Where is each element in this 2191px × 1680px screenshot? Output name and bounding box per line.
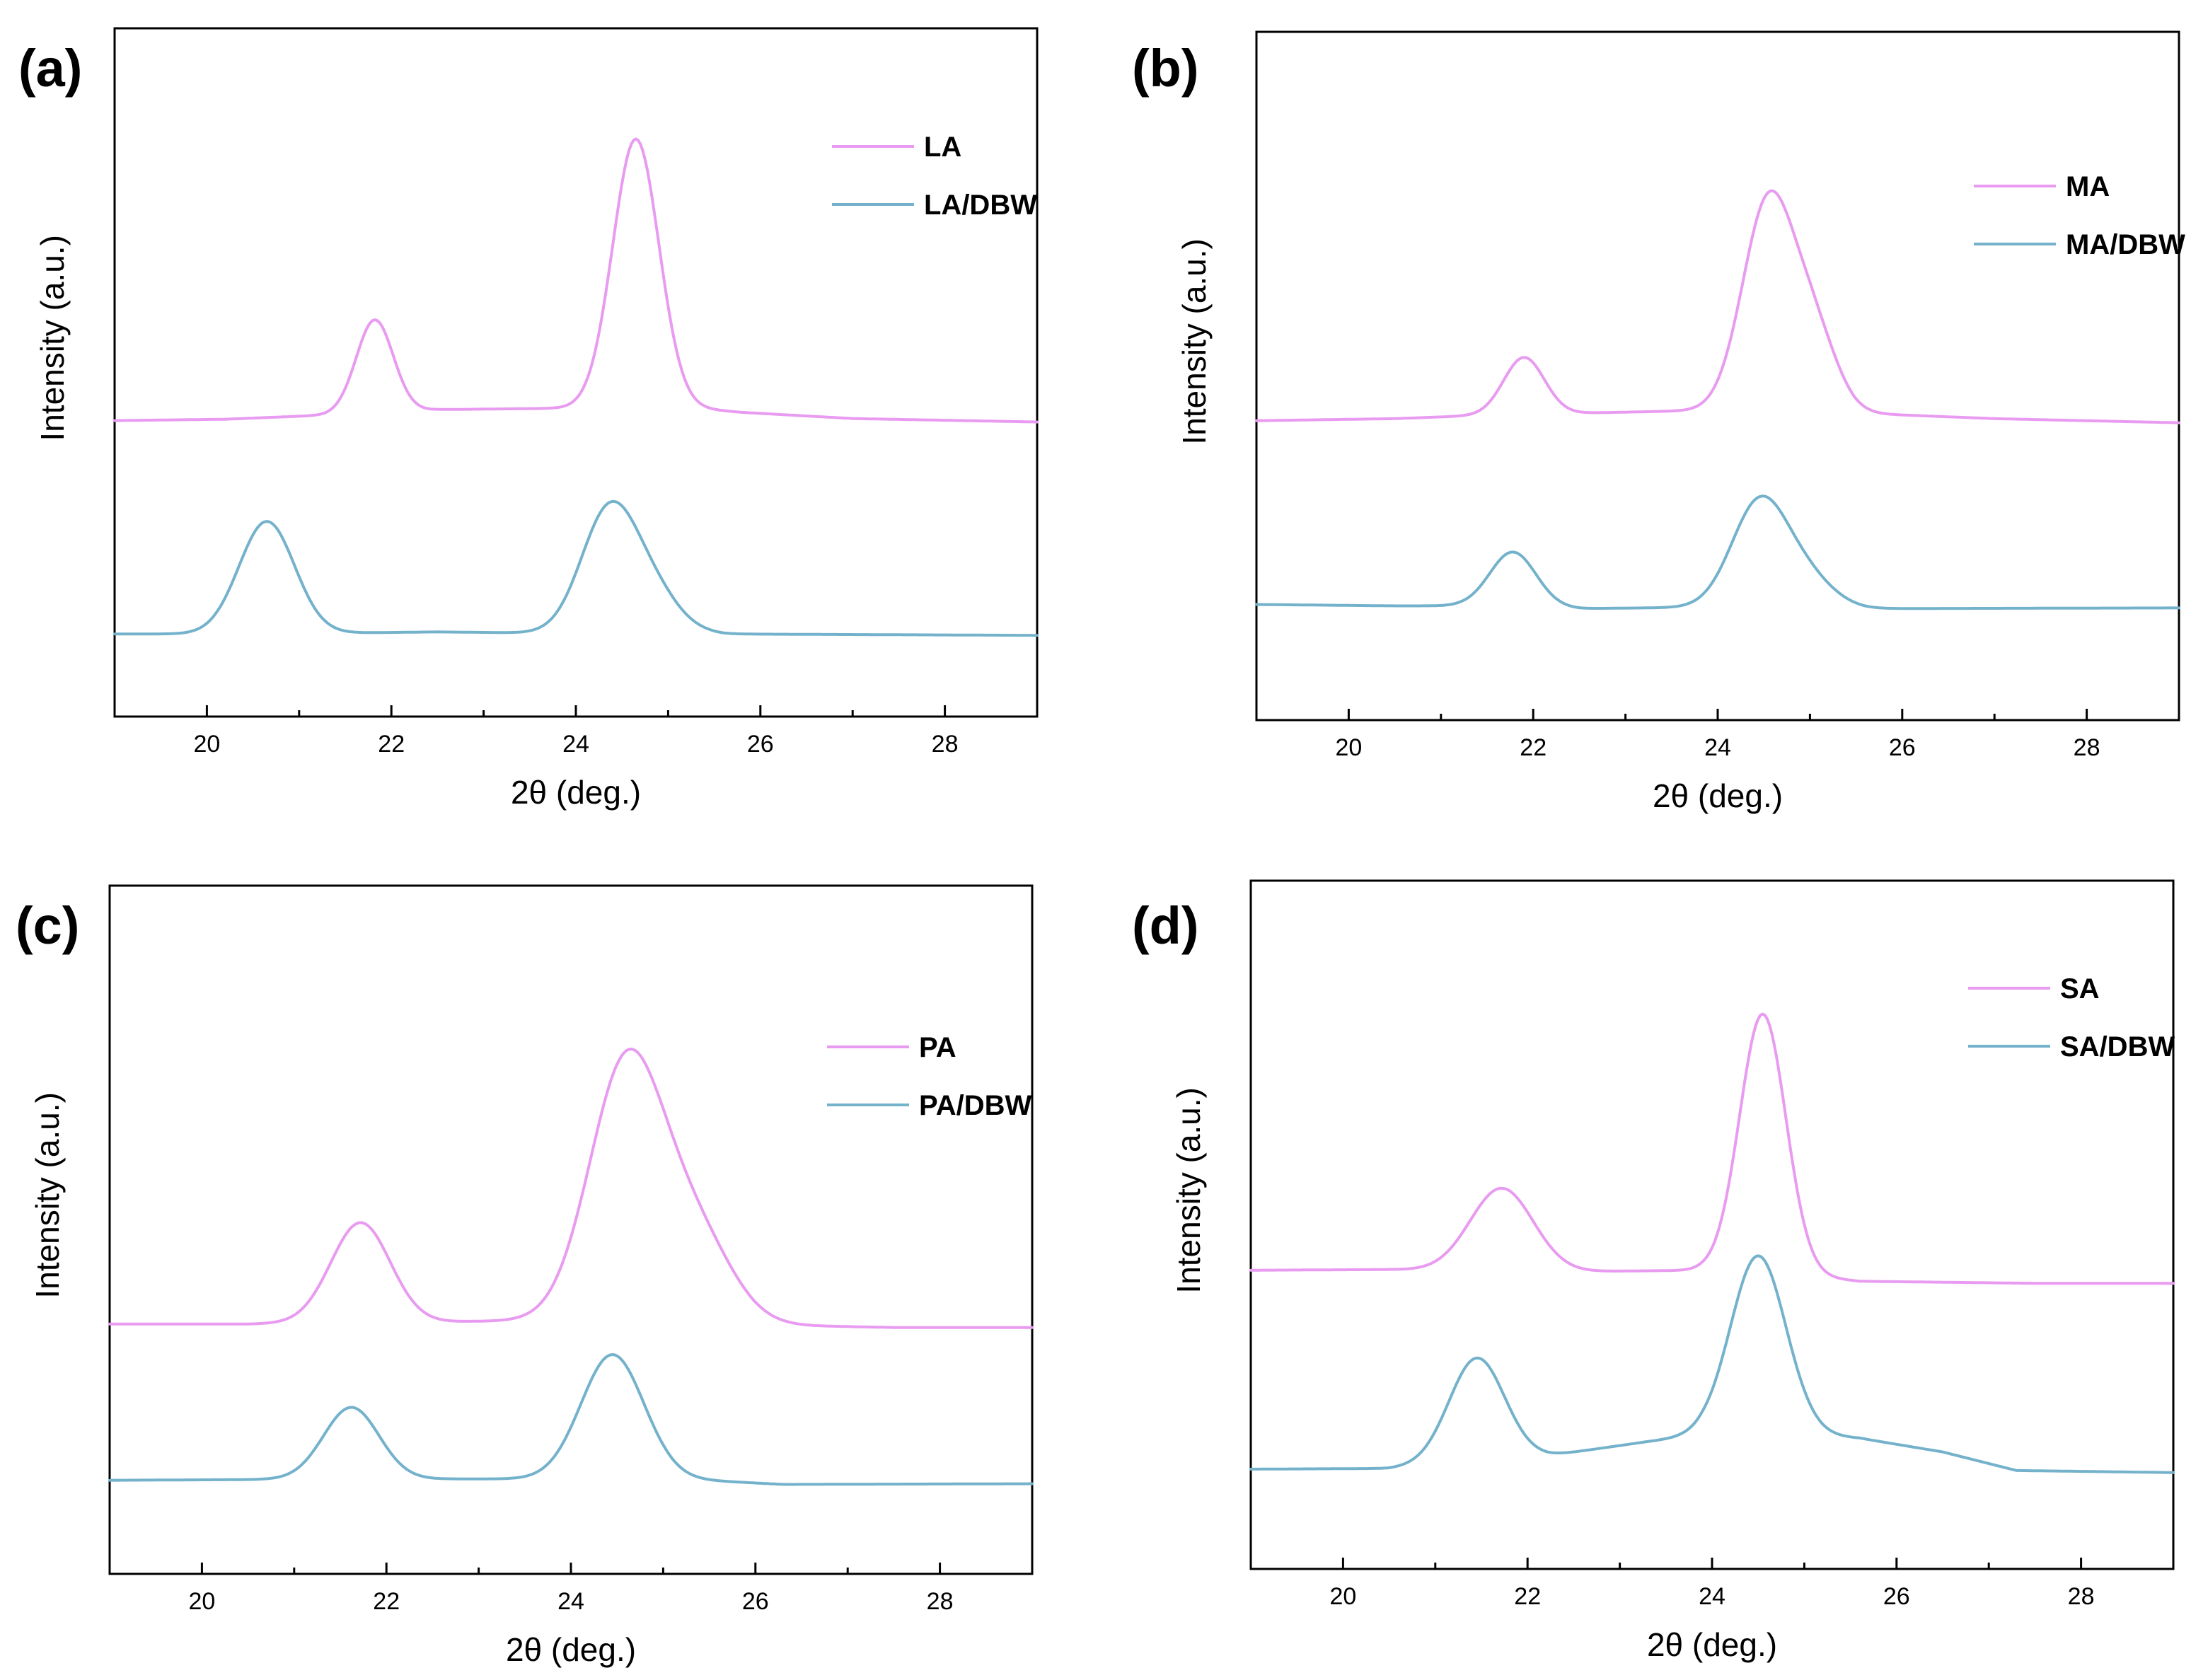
plot-frame	[113, 27, 1039, 718]
panel-label: (c)	[16, 896, 79, 955]
series-line-sa-dbw	[1249, 1254, 2175, 1474]
chart-panel-4: (d) 20 22 24 26 28 2θ (deg.) Intensity (a.u.) SA…	[1132, 879, 2175, 1663]
x-tick-label: 24	[1704, 734, 1731, 761]
series-line-pa-dbw	[108, 1353, 1034, 1486]
series-line-sa	[1249, 1012, 2175, 1285]
x-tick-label: 22	[373, 1588, 400, 1615]
x-tick-label: 22	[1514, 1583, 1541, 1610]
x-tick-label: 24	[1699, 1583, 1725, 1610]
legend-label: PA/DBW	[919, 1090, 1031, 1121]
plot-frame	[1255, 30, 2180, 722]
series-line-ma-dbw	[1255, 494, 2180, 610]
panel-label: (b)	[1132, 39, 1199, 98]
x-tick-label: 28	[927, 1588, 954, 1615]
legend-label: SA/DBW	[2060, 1031, 2175, 1062]
x-axis-label: 2θ (deg.)	[511, 774, 641, 811]
x-tick-label: 20	[1329, 1583, 1356, 1610]
x-tick-label: 26	[742, 1588, 769, 1615]
x-axis-label: 2θ (deg.)	[1647, 1626, 1777, 1663]
x-tick-label: 26	[1883, 1583, 1910, 1610]
x-tick-label: 24	[557, 1588, 584, 1615]
x-tick-label: 24	[562, 731, 589, 758]
legend-label: PA	[919, 1032, 956, 1063]
y-axis-label: Intensity (a.u.)	[1170, 1087, 1207, 1293]
x-tick-label: 28	[2068, 1583, 2095, 1610]
y-axis-label: Intensity (a.u.)	[29, 1092, 66, 1298]
x-tick-label: 20	[1335, 734, 1362, 761]
panel-label: (a)	[18, 39, 82, 98]
y-axis-label: Intensity (a.u.)	[1176, 238, 1213, 444]
x-tick-label: 20	[188, 1588, 215, 1615]
series-line-la	[113, 137, 1039, 424]
legend-label: LA/DBW	[924, 190, 1037, 221]
x-axis-label: 2θ (deg.)	[1653, 777, 1783, 814]
x-tick-label: 26	[1889, 734, 1916, 761]
chart-panel-3: (c) 20 22 24 26 28 2θ (deg.) Intensity (a.u.) PA…	[16, 884, 1034, 1668]
series-line-ma	[1255, 189, 2180, 424]
series-line-la-dbw	[113, 499, 1039, 637]
plot-frame	[108, 884, 1034, 1575]
x-axis-label: 2θ (deg.)	[506, 1631, 636, 1668]
y-axis-label: Intensity (a.u.)	[34, 235, 71, 441]
legend-label: MA/DBW	[2066, 229, 2185, 260]
x-tick-label: 20	[193, 731, 220, 758]
legend-label: SA	[2060, 973, 2100, 1004]
series-line-pa	[108, 1048, 1034, 1329]
chart-panel-1: (a) 20 22 24 26 28 2θ (deg.) Intensity (a.u.) LA…	[18, 27, 1039, 811]
x-tick-label: 26	[747, 731, 774, 758]
x-tick-label: 22	[378, 731, 405, 758]
legend-label: MA	[2066, 171, 2110, 202]
x-tick-label: 28	[2074, 734, 2100, 761]
chart-panel-2: (b) 20 22 24 26 28 2θ (deg.) Intensity (a.u.) MA…	[1132, 30, 2185, 814]
panel-label: (d)	[1132, 896, 1199, 955]
x-tick-label: 28	[932, 731, 959, 758]
legend-label: LA	[924, 132, 961, 163]
plot-frame	[1249, 879, 2175, 1570]
x-tick-label: 22	[1520, 734, 1547, 761]
